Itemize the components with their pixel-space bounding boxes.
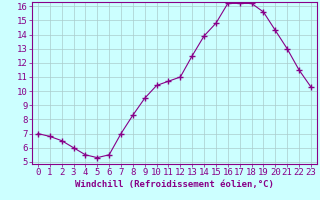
X-axis label: Windchill (Refroidissement éolien,°C): Windchill (Refroidissement éolien,°C)	[75, 180, 274, 189]
